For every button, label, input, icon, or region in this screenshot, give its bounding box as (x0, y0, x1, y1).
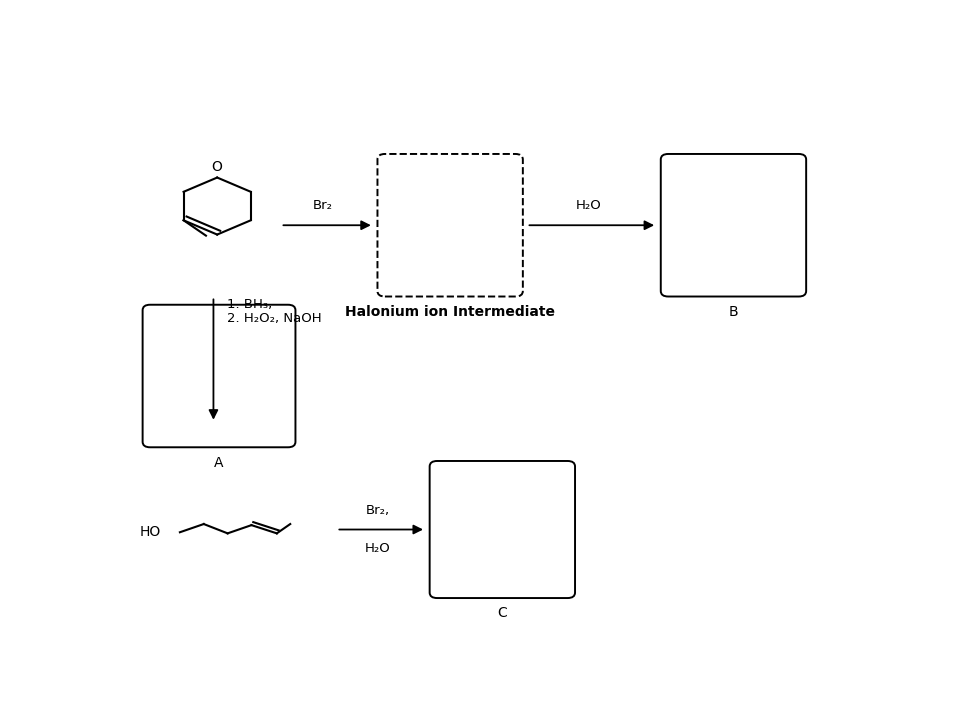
Text: Br₂: Br₂ (312, 199, 333, 211)
Text: H₂O: H₂O (364, 542, 390, 555)
Text: 1. BH₃,: 1. BH₃, (227, 298, 272, 311)
Text: Br₂,: Br₂, (365, 505, 389, 518)
FancyBboxPatch shape (660, 154, 805, 296)
Text: A: A (214, 456, 224, 469)
FancyBboxPatch shape (377, 154, 523, 296)
FancyBboxPatch shape (430, 461, 575, 598)
Text: 2. H₂O₂, NaOH: 2. H₂O₂, NaOH (227, 312, 321, 325)
Text: Halonium ion Intermediate: Halonium ion Intermediate (345, 305, 554, 319)
Text: HO: HO (140, 525, 161, 539)
Text: B: B (727, 305, 737, 319)
Text: O: O (211, 160, 222, 174)
Text: H₂O: H₂O (575, 199, 601, 211)
FancyBboxPatch shape (142, 305, 295, 447)
Text: C: C (497, 607, 506, 620)
